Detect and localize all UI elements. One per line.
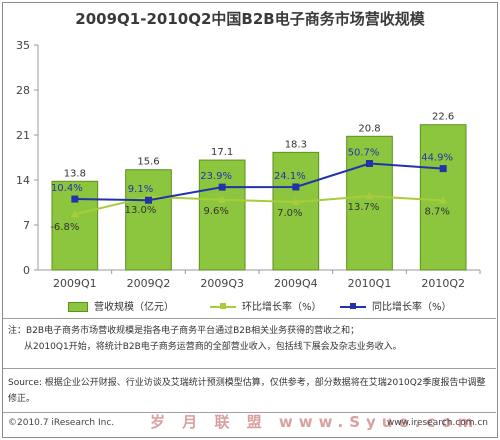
x-tick-label: 2010Q2 [421, 277, 465, 290]
x-tick-label: 2009Q3 [200, 277, 244, 290]
qoq-marker [291, 198, 300, 206]
bar-value-label: 18.3 [285, 139, 307, 150]
qoq-value-label: 9.6% [203, 206, 228, 217]
chart-svg: 0 7 14 21 28 35 2009Q1 2009Q2 2009Q3 2009Q4 2010Q1… [16, 39, 481, 290]
yoy-line [74, 162, 444, 202]
legend-swatch-bar [68, 302, 88, 312]
qoq-value-label: 13.7% [348, 202, 380, 213]
qoq-marker [439, 196, 448, 204]
bar-value-label: 15.6 [137, 157, 159, 168]
qoq-value-label: 7.0% [277, 208, 302, 219]
yoy-value-label: 44.9% [421, 153, 453, 164]
x-tick-label: 2009Q2 [127, 277, 171, 290]
legend-label-qoq: 环比增长率（%） [242, 302, 322, 313]
y-tick-label: 14 [16, 174, 30, 187]
yoy-value-label: 9.1% [128, 184, 153, 195]
divider-middle [3, 368, 496, 369]
qoq-value-label: 13.0% [125, 205, 157, 216]
yoy-value-label: 10.4% [51, 183, 83, 194]
note-line-2: 从2010Q1开始，将统计B2B电子商务运营商的全部营业收入，包括线下展会及杂志… [24, 342, 402, 352]
qoq-marker [218, 195, 227, 203]
yoy-marker [71, 195, 79, 203]
qoq-value-label: -6.8% [50, 222, 79, 233]
qoq-marker [365, 192, 374, 200]
x-tick-label: 2009Q1 [53, 277, 97, 290]
website: www.iresearch.com.cn [386, 418, 488, 428]
y-tick-label: 21 [16, 129, 30, 142]
bar [346, 135, 393, 271]
y-tick-label: 0 [23, 264, 30, 277]
bar [125, 169, 172, 271]
bar-value-label: 22.6 [432, 112, 454, 123]
source-text: Source: 根据企业公开财报、行业访谈及艾瑞统计预测模型估算，仅供参考，部分… [8, 378, 486, 404]
legend-item-qoq: 环比增长率（%） [210, 298, 322, 313]
copyright: ©2010.7 iResearch Inc. [8, 418, 115, 428]
bar [272, 151, 320, 271]
note-line-1: 注：B2B电子商务市场营收规模是指各电子商务平台通过B2B相关业务获得的营收之和… [8, 326, 360, 336]
legend-label-revenue: 营收规模（亿元） [94, 302, 174, 313]
x-tick-label: 2009Q4 [274, 277, 318, 290]
x-tick-label: 2010Q1 [348, 277, 392, 290]
yoy-marker [439, 165, 447, 173]
y-tick-label: 28 [16, 84, 30, 97]
qoq-marker [70, 210, 79, 218]
y-tick-label: 7 [23, 219, 30, 232]
watermark: 岁 月 联 盟 www.Syue.com [150, 413, 480, 431]
legend-item-revenue: 营收规模（亿元） [68, 298, 174, 313]
bar [198, 159, 246, 271]
legend-label-yoy: 同比增长率（%） [372, 302, 452, 313]
legend-swatch-qoq [210, 303, 236, 311]
yoy-marker [218, 183, 226, 191]
yoy-value-label: 50.7% [348, 148, 380, 159]
y-tick-label: 35 [16, 39, 30, 52]
yoy-marker [145, 196, 152, 204]
chart-title: 2009Q1-2010Q2中国B2B电子商务市场营收规模 [75, 10, 425, 28]
qoq-value-label: 8.7% [424, 207, 449, 218]
bar-value-label: 20.8 [358, 123, 380, 134]
divider-top [3, 318, 496, 319]
bar-value-label: 13.8 [64, 168, 86, 179]
yoy-value-label: 23.9% [200, 171, 232, 182]
yoy-value-label: 24.1% [274, 171, 306, 182]
chart-note: 注：B2B电子商务市场营收规模是指各电子商务平台通过B2B相关业务获得的营收之和… [8, 323, 402, 355]
legend-item-yoy: 同比增长率（%） [340, 298, 452, 313]
legend-swatch-yoy [340, 303, 366, 311]
bar-value-label: 17.1 [211, 147, 233, 158]
divider-bottom [3, 412, 496, 413]
yoy-marker [292, 183, 300, 191]
yoy-marker [366, 160, 373, 167]
